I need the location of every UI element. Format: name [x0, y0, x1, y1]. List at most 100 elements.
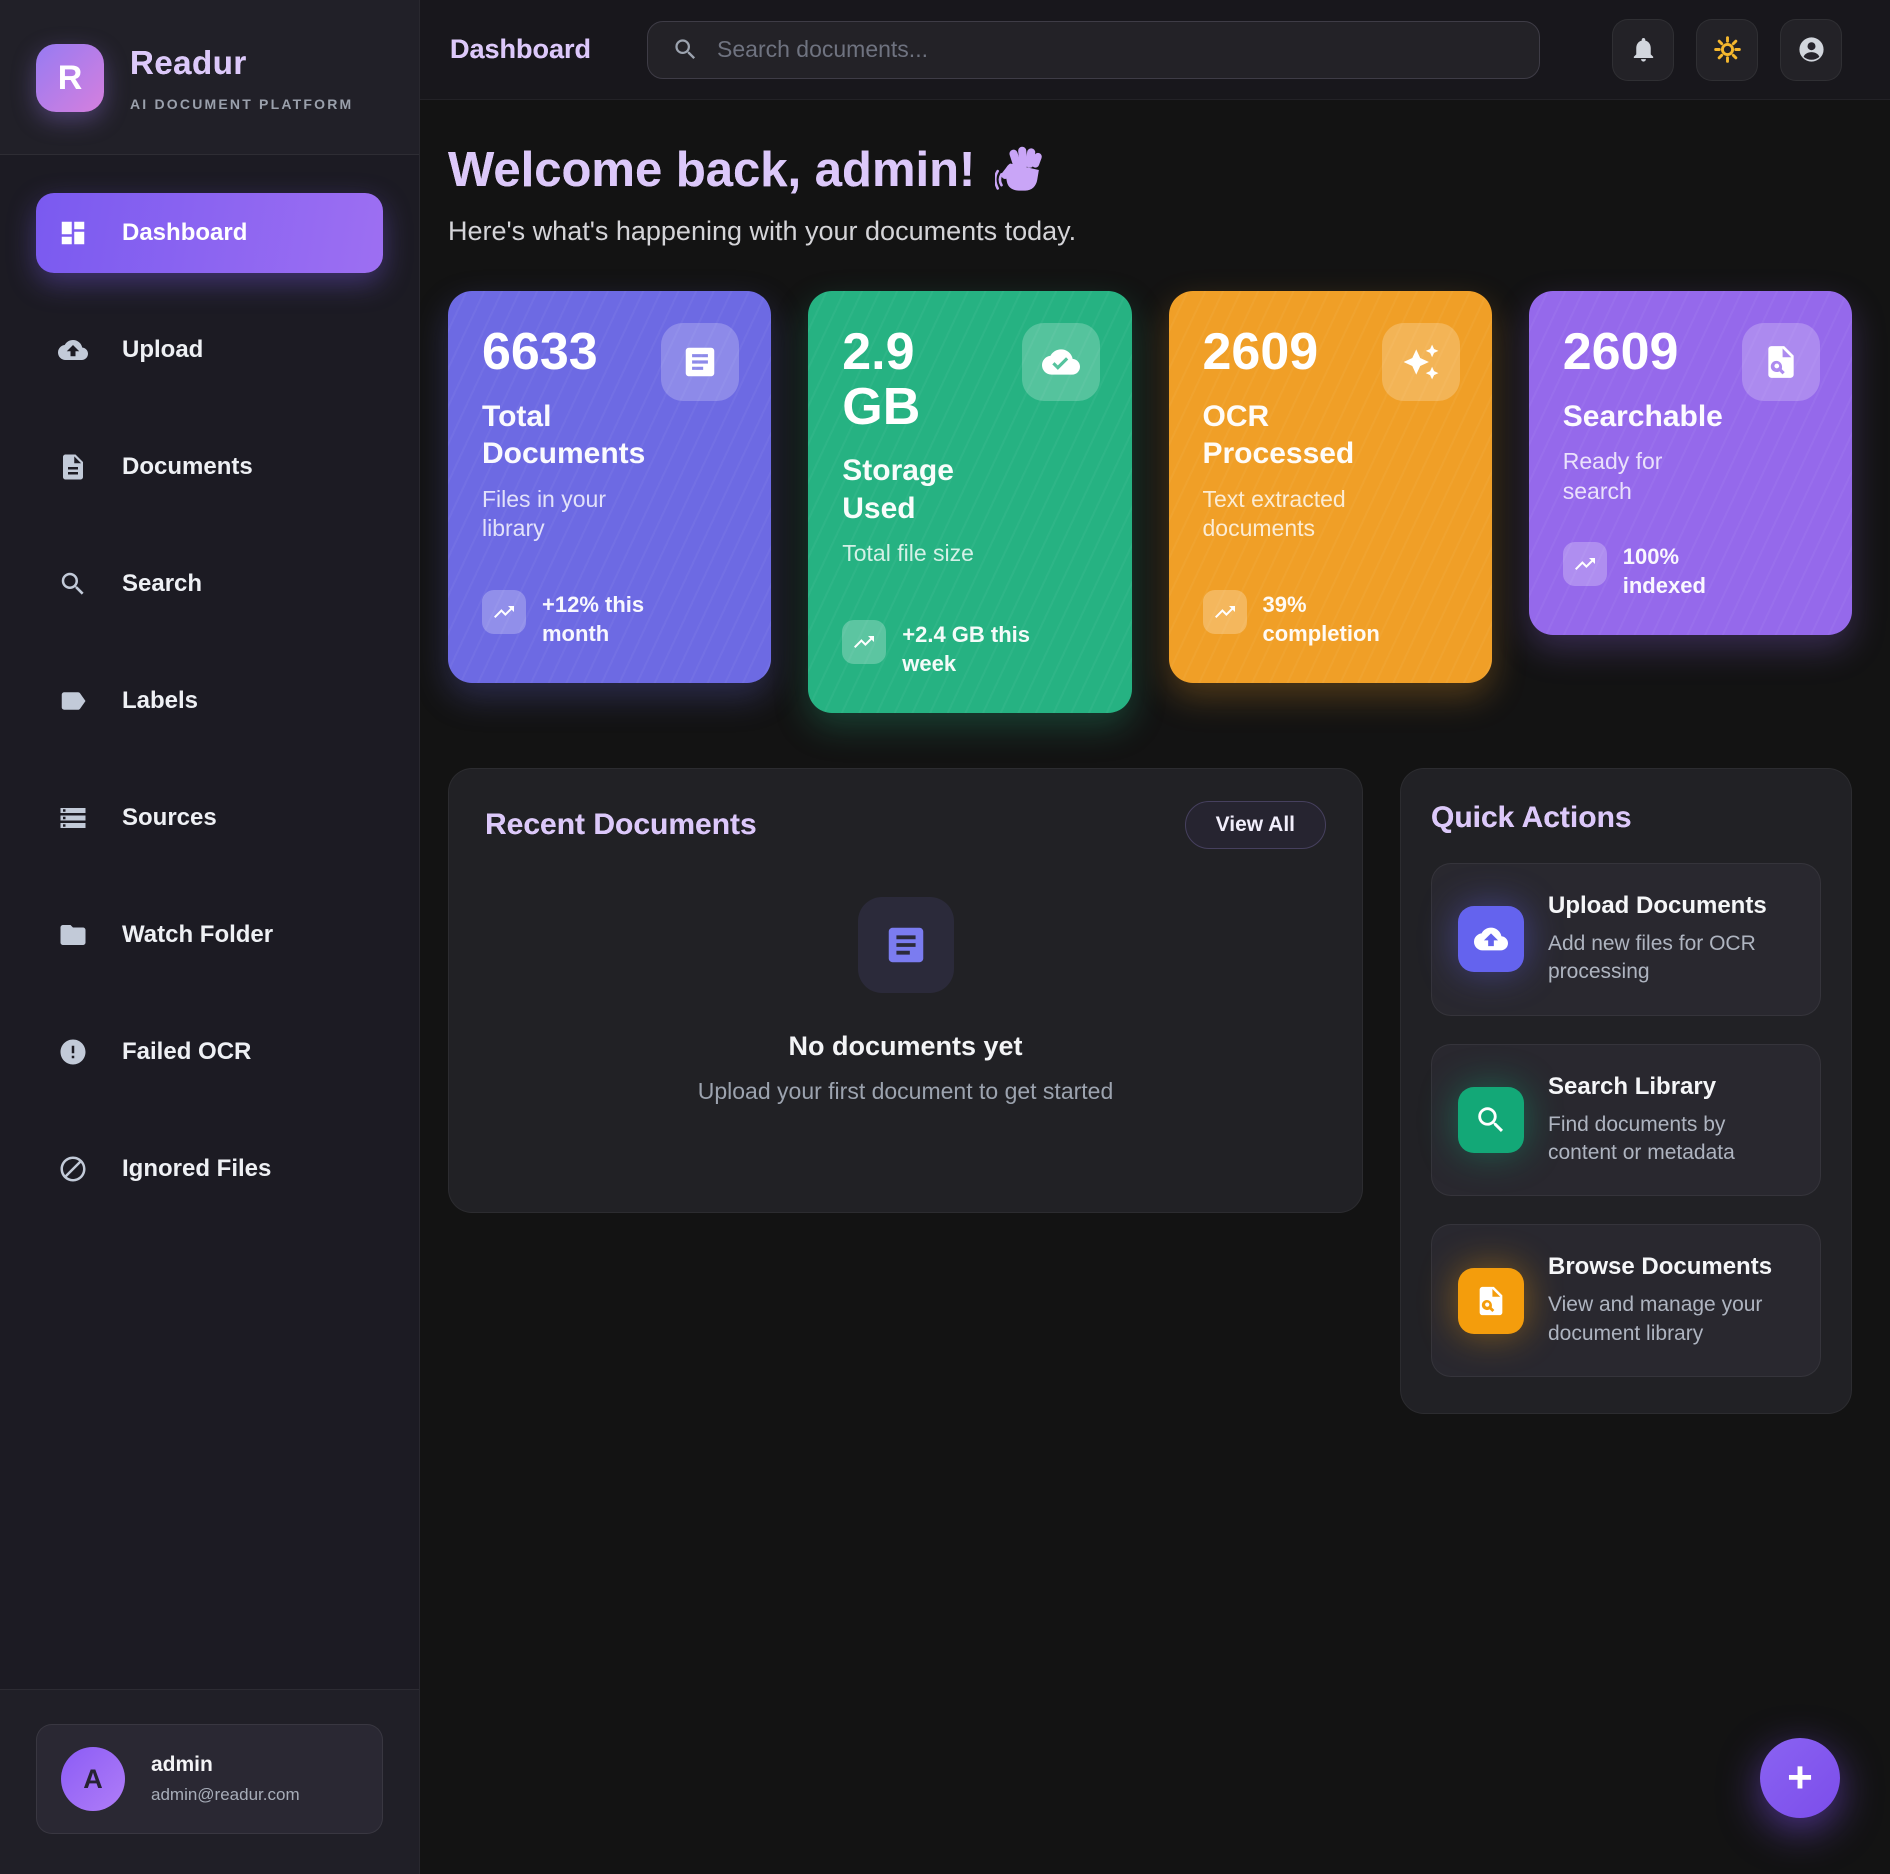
stat-value: 2609: [1202, 323, 1319, 381]
page-title: Dashboard: [450, 34, 592, 64]
stat-sublabel: Ready for search: [1562, 448, 1663, 504]
search-input[interactable]: [717, 36, 1515, 63]
app-logo: R: [36, 44, 104, 112]
stat-card-storage-used: 2.9 GB Storage Used Total file size +2.4…: [808, 291, 1132, 713]
main-content: Welcome back, admin! Here's what's happe…: [420, 100, 1890, 1874]
quick-action-title: Search Library: [1548, 1072, 1717, 1100]
sidebar-item-watch-folder[interactable]: Watch Folder: [36, 895, 383, 975]
stat-card-ocr-processed: 2609 OCR Processed Text extracted docume…: [1168, 291, 1492, 683]
stat-value: 2609: [1562, 323, 1679, 381]
app-name: Readur: [130, 44, 353, 82]
stat-sublabel: Total file size: [842, 540, 974, 567]
quick-action-text: Search Library Find documents by content…: [1548, 1073, 1794, 1168]
stat-trend: +2.4 GB this week: [842, 619, 1097, 679]
stat-trend: +12% this month: [482, 589, 737, 649]
user-profile-card[interactable]: A admin admin@readur.com: [36, 1724, 383, 1834]
sidebar-footer: A admin admin@readur.com: [0, 1689, 419, 1874]
trending-up-icon: [842, 619, 887, 664]
cloud-upload-icon: [58, 340, 88, 360]
theme-toggle-button[interactable]: [1696, 18, 1758, 81]
logo-letter: R: [57, 58, 83, 97]
empty-state: No documents yet Upload your first docum…: [485, 897, 1326, 1105]
stat-sublabel: Text extracted documents: [1202, 485, 1346, 542]
avatar: A: [61, 1747, 125, 1811]
view-all-button[interactable]: View All: [1184, 801, 1326, 849]
dashboard-icon: [61, 221, 85, 245]
sidebar-item-label: Dashboard: [122, 219, 248, 246]
sidebar-item-label: Sources: [122, 804, 217, 831]
stat-trend-text: 100% indexed: [1622, 543, 1706, 599]
brand-text: Readur AI DOCUMENT PLATFORM: [130, 44, 353, 112]
cloud-done-icon: [1021, 323, 1100, 401]
stat-trend-text: +2.4 GB this week: [902, 621, 1031, 677]
recent-documents-header: Recent Documents View All: [485, 801, 1326, 849]
trending-up-icon: [1562, 541, 1607, 586]
empty-state-title: No documents yet: [788, 1031, 1023, 1061]
quick-action-text: Upload Documents Add new files for OCR p…: [1548, 892, 1794, 987]
stat-label: Storage Used: [842, 454, 954, 525]
block-icon: [60, 1156, 86, 1182]
stat-trend-text: +12% this month: [542, 591, 645, 647]
sidebar-item-label: Ignored Files: [122, 1155, 272, 1182]
sidebar-item-sources[interactable]: Sources: [36, 778, 383, 858]
quick-action-desc: Add new files for OCR processing: [1548, 932, 1756, 984]
stat-trend: 100% indexed: [1562, 541, 1818, 601]
quick-action-title: Upload Documents: [1548, 892, 1767, 919]
sidebar-item-labels[interactable]: Labels: [36, 661, 383, 741]
account-icon: [1798, 37, 1824, 62]
sidebar-item-search[interactable]: Search: [36, 544, 383, 624]
sidebar: R Readur AI DOCUMENT PLATFORM Dashboard …: [0, 0, 420, 1874]
welcome-heading: Welcome back, admin!: [448, 142, 1852, 198]
sidebar-item-label: Failed OCR: [122, 1038, 252, 1065]
account-button[interactable]: [1780, 18, 1842, 81]
user-email: admin@readur.com: [151, 1785, 300, 1804]
sidebar-item-label: Upload: [122, 336, 204, 363]
stat-card-total-documents: 6633 Total Documents Files in your libra…: [448, 291, 772, 683]
sidebar-item-documents[interactable]: Documents: [36, 427, 383, 507]
cloud-upload-icon: [1458, 906, 1524, 973]
welcome-subtitle: Here's what's happening with your docume…: [448, 216, 1077, 246]
avatar-initial: A: [83, 1763, 103, 1794]
sun-icon: [1713, 36, 1741, 63]
quick-actions-title: Quick Actions: [1431, 801, 1821, 835]
sidebar-item-label: Watch Folder: [122, 921, 274, 948]
document-icon: [857, 897, 954, 993]
quick-action-desc: Find documents by content or metadata: [1548, 1112, 1735, 1165]
quick-actions-panel: Quick Actions Upload Documents Add new f…: [1400, 768, 1852, 1415]
document-search-icon: [1742, 323, 1820, 401]
add-document-fab[interactable]: +: [1760, 1738, 1840, 1818]
quick-action-text: Browse Documents View and manage your do…: [1548, 1253, 1794, 1348]
folder-icon: [60, 925, 86, 945]
sidebar-item-label: Documents: [122, 453, 253, 480]
error-icon: [60, 1039, 86, 1065]
search-icon: [1458, 1087, 1524, 1154]
trending-up-icon: [1202, 589, 1247, 634]
quick-action-search-library[interactable]: Search Library Find documents by content…: [1431, 1043, 1821, 1197]
stat-label: Searchable: [1562, 399, 1723, 433]
sidebar-item-upload[interactable]: Upload: [36, 310, 383, 390]
stats-row: 6633 Total Documents Files in your libra…: [448, 291, 1852, 713]
search-bar: [647, 20, 1540, 79]
sparkles-icon: [1381, 323, 1460, 401]
sidebar-nav: Dashboard Upload Documents Search Labels…: [0, 155, 419, 1209]
sidebar-item-label: Labels: [122, 687, 199, 714]
storage-icon: [60, 808, 86, 828]
quick-action-upload-documents[interactable]: Upload Documents Add new files for OCR p…: [1431, 863, 1821, 1016]
sidebar-item-dashboard[interactable]: Dashboard: [36, 193, 383, 273]
brand-header: R Readur AI DOCUMENT PLATFORM: [0, 0, 419, 155]
lower-row: Recent Documents View All No documents y…: [448, 768, 1852, 1415]
trending-up-icon: [482, 589, 526, 634]
label-icon: [61, 692, 86, 710]
quick-action-browse-documents[interactable]: Browse Documents View and manage your do…: [1431, 1224, 1821, 1378]
notifications-button[interactable]: [1612, 18, 1674, 81]
sidebar-item-label: Search: [122, 570, 203, 597]
stat-value: 2.9 GB: [842, 323, 921, 436]
sidebar-item-failed-ocr[interactable]: Failed OCR: [36, 1012, 383, 1092]
bell-icon: [1633, 38, 1653, 62]
user-name: admin: [151, 1753, 213, 1776]
user-info: admin admin@readur.com: [151, 1753, 300, 1805]
sidebar-item-ignored-files[interactable]: Ignored Files: [36, 1129, 383, 1209]
stat-sublabel: Files in your library: [482, 485, 606, 542]
stat-trend: 39% completion: [1202, 589, 1458, 649]
recent-documents-panel: Recent Documents View All No documents y…: [448, 768, 1363, 1213]
